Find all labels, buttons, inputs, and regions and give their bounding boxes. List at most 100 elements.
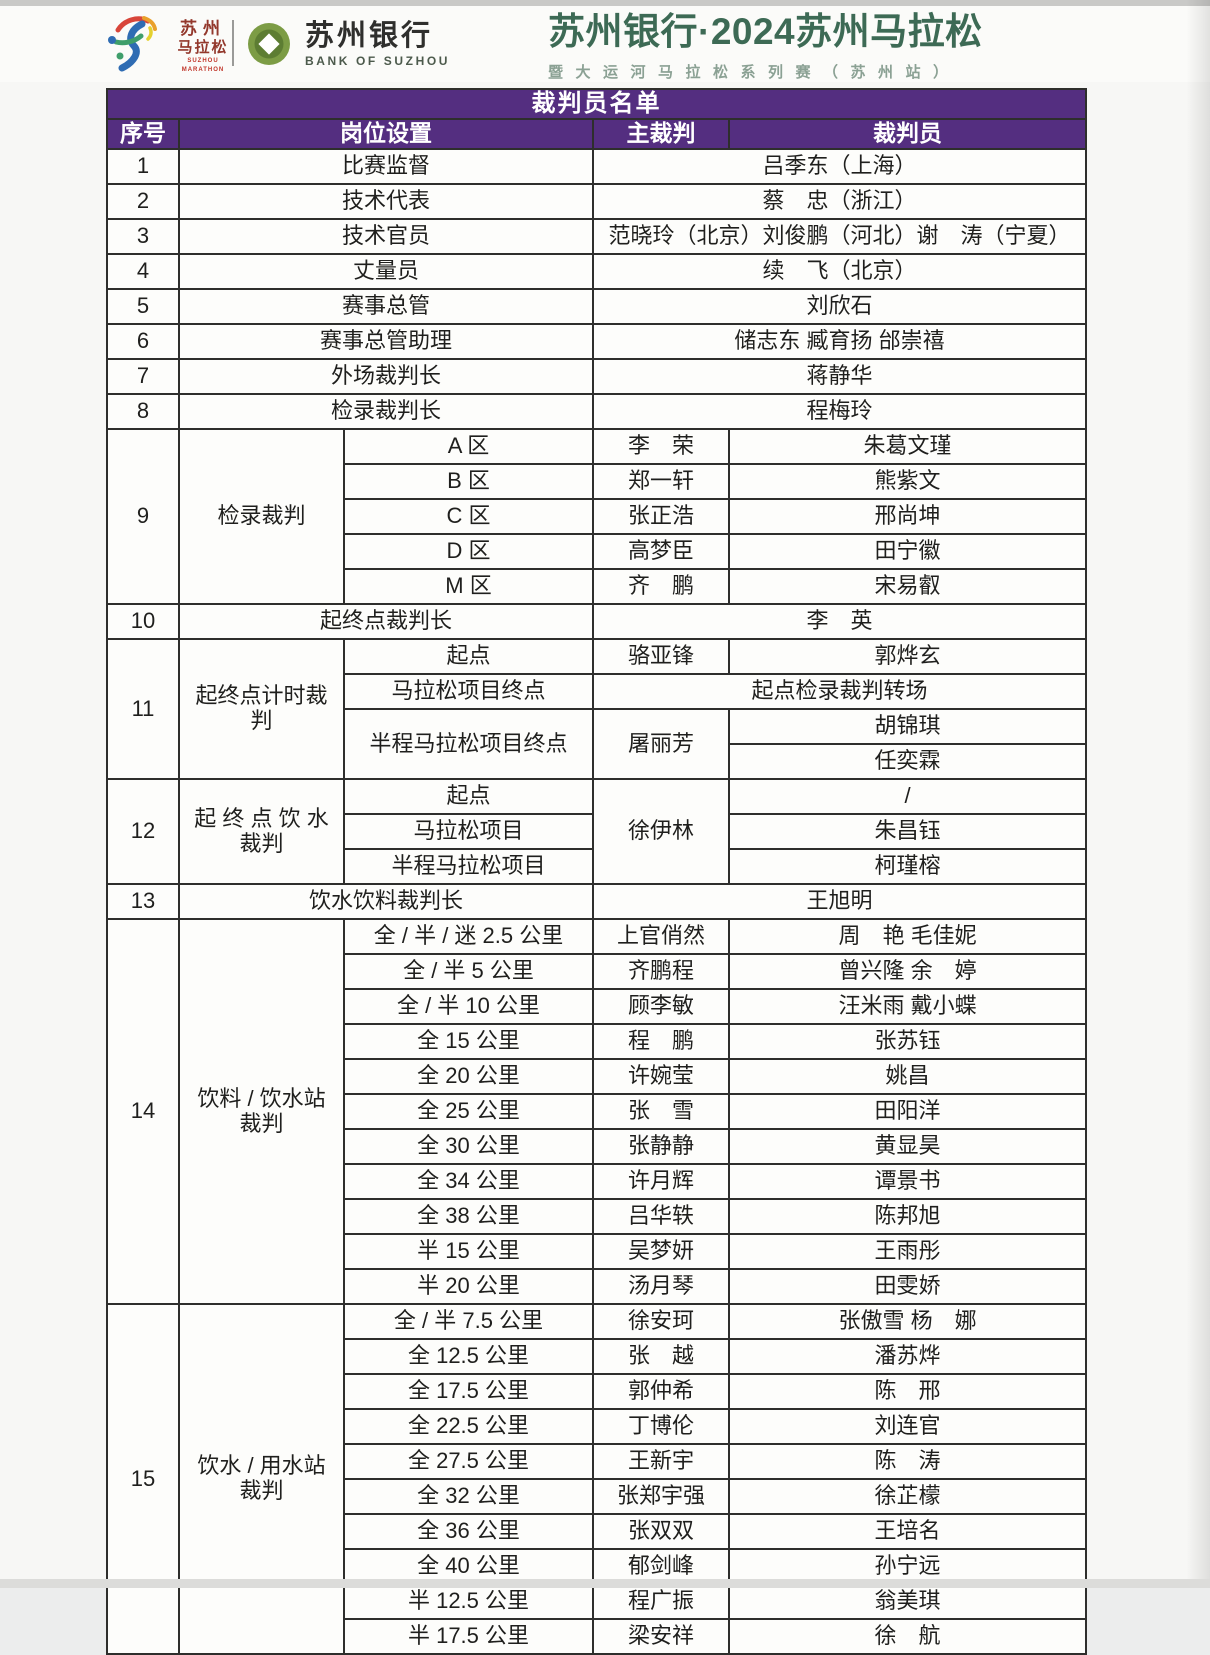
bank-name-en: BANK OF SUZHOU [305, 54, 451, 69]
table-cell: 半 20 公里 [343, 1268, 594, 1305]
table-cell: 刘欣石 [591, 288, 1088, 325]
table-cell: 起终点裁判长 [178, 603, 594, 640]
page-bottom-edge [0, 1579, 1210, 1588]
table-cell: 骆亚锋 [592, 638, 730, 675]
table-cell: 储志东 臧育扬 邰崇禧 [591, 323, 1088, 360]
table-cell: 张 雪 [592, 1093, 730, 1130]
table-cell: 起 终 点 饮 水 裁判 [178, 778, 345, 885]
table-cell: 孙宁远 [727, 1548, 1088, 1585]
table-cell: 赛事总管助理 [178, 323, 594, 360]
table-cell: 14 [106, 918, 180, 1305]
table-cell: 13 [106, 883, 180, 920]
table-cell: 技术官员 [178, 218, 594, 255]
table-cell: 全 17.5 公里 [343, 1373, 594, 1410]
table-cell: 全 27.5 公里 [343, 1443, 594, 1480]
table-cell: 半 15 公里 [343, 1233, 594, 1270]
table-cell: 全 34 公里 [343, 1163, 594, 1200]
table-cell: 胡锦琪 [727, 708, 1088, 745]
table-cell: 李 荣 [592, 428, 730, 465]
table-cell: 李 英 [591, 603, 1088, 640]
table-cell: 10 [106, 603, 180, 640]
table-cell: 全 / 半 10 公里 [343, 988, 594, 1025]
referee-table-wrapper: 裁判员名单 序号 岗位设置 主裁判 裁判员 1 比赛监督 吕季东（上海） 2 技术代表蔡 忠（浙江… [105, 88, 1088, 1655]
table-cell: 全 / 半 7.5 公里 [343, 1303, 594, 1340]
table-cell: 吴梦妍 [592, 1233, 730, 1270]
table-cell: 张苏钰 [727, 1023, 1088, 1060]
table-cell: 田宁徽 [727, 533, 1088, 570]
bank-of-suzhou-logo-text: 苏州银行 BANK OF SUZHOU [305, 21, 451, 69]
suzhou-marathon-logo-icon [108, 16, 157, 72]
logo-divider [232, 20, 234, 66]
document-page: 苏州 马拉松 SUZHOU MARATHON 苏州银行 BANK OF SUZH… [0, 6, 1210, 1655]
event-subtitle: 暨大运河马拉松系列赛（苏州站） [548, 63, 961, 81]
table-cell: 吕季东（上海） [591, 148, 1088, 185]
event-title-block: 苏州银行·2024苏州马拉松 暨大运河马拉松系列赛（苏州站） [548, 11, 1088, 82]
column-header: 主裁判 [592, 118, 730, 150]
table-cell: 全 36 公里 [343, 1513, 594, 1550]
table-cell: 全 22.5 公里 [343, 1408, 594, 1445]
table-cell: C 区 [343, 498, 594, 535]
table-cell: 技术代表 [178, 183, 594, 220]
table-cell: 马拉松项目终点 [343, 673, 594, 710]
table-cell: 徐 航 [727, 1618, 1088, 1655]
event-title: 苏州银行·2024苏州马拉松 [548, 11, 983, 52]
table-cell: 朱葛文瑾 [727, 428, 1088, 465]
suzhou-marathon-logo-text: 苏州 马拉松 SUZHOU MARATHON [168, 19, 238, 76]
table-cell: 丁博伦 [592, 1408, 730, 1445]
table-cell: 任奕霖 [727, 743, 1088, 780]
table-cell: 6 [106, 323, 180, 360]
table-cell: 田阳洋 [727, 1093, 1088, 1130]
table-cell: 朱昌钰 [727, 813, 1088, 850]
table-cell: 刘连官 [727, 1408, 1088, 1445]
table-cell: 邢尚坤 [727, 498, 1088, 535]
table-cell: 4 [106, 253, 180, 290]
table-cell: 熊紫文 [727, 463, 1088, 500]
table-cell: 柯瑾榕 [727, 848, 1088, 885]
table-cell: 饮水饮料裁判长 [178, 883, 594, 920]
table-cell: 蒋静华 [591, 358, 1088, 395]
table-cell: 全 12.5 公里 [343, 1338, 594, 1375]
table-cell: 郑一轩 [592, 463, 730, 500]
marathon-logo-sub: SUZHOU MARATHON [181, 57, 225, 74]
table-cell: 宋易叡 [727, 568, 1088, 605]
table-cell: 田雯娇 [727, 1268, 1088, 1305]
table-cell: 吕华轶 [592, 1198, 730, 1235]
table-cell: 黄显昊 [727, 1128, 1088, 1165]
table-cell: 2 [106, 183, 180, 220]
table-cell: 外场裁判长 [178, 358, 594, 395]
table-cell: 张傲雪 杨 娜 [727, 1303, 1088, 1340]
table-cell: 郭仲希 [592, 1373, 730, 1410]
table-cell: 许月辉 [592, 1163, 730, 1200]
marathon-logo-line1: 苏州 [180, 19, 226, 38]
table-cell: 徐安珂 [592, 1303, 730, 1340]
table-cell: 程广振 [592, 1583, 730, 1620]
table-cell: 汤月琴 [592, 1268, 730, 1305]
table-cell: A 区 [343, 428, 594, 465]
table-cell: 11 [106, 638, 180, 780]
table-cell: 梁安祥 [592, 1618, 730, 1655]
table-cell: 曾兴隆 余 婷 [727, 953, 1088, 990]
table-cell: 9 [106, 428, 180, 605]
table-cell: 全 15 公里 [343, 1023, 594, 1060]
table-cell: 汪米雨 戴小蝶 [727, 988, 1088, 1025]
table-cell: 全 / 半 / 迷 2.5 公里 [343, 918, 594, 955]
table-cell: 12 [106, 778, 180, 885]
table-cell: 郭烨玄 [727, 638, 1088, 675]
table-cell: 姚昌 [727, 1058, 1088, 1095]
table-cell: M 区 [343, 568, 594, 605]
page-top-edge [0, 0, 1210, 6]
table-cell: 王雨彤 [727, 1233, 1088, 1270]
table-cell: 王新宇 [592, 1443, 730, 1480]
table-cell: 起终点计时裁 判 [178, 638, 345, 780]
table-cell: 蔡 忠（浙江） [591, 183, 1088, 220]
page-right-edge [1186, 0, 1210, 1588]
table-cell: 半 17.5 公里 [343, 1618, 594, 1655]
table-cell: 起点 [343, 638, 594, 675]
table-cell: 徐伊林 [592, 778, 730, 885]
table-cell: 顾李敏 [592, 988, 730, 1025]
table-cell: 谭景书 [727, 1163, 1088, 1200]
bank-of-suzhou-logo-icon [248, 23, 290, 65]
table-cell: 15 [106, 1303, 180, 1655]
table-cell: 比赛监督 [178, 148, 594, 185]
table-cell: 张 越 [592, 1338, 730, 1375]
